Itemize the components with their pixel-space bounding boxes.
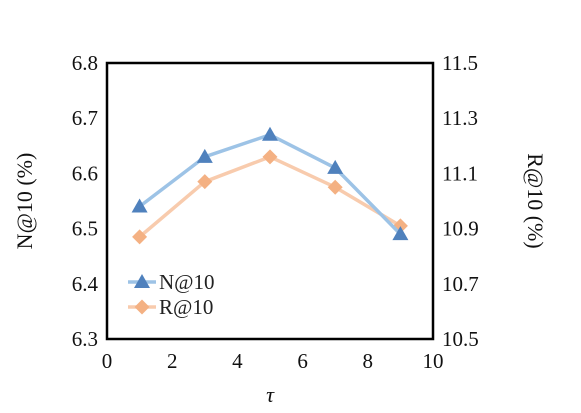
- y-right-tick-label: 10.9: [442, 217, 479, 241]
- y-right-tick-label: 11.1: [442, 161, 478, 185]
- y-right-tick-label: 10.7: [442, 272, 479, 296]
- legend: N@10R@10: [128, 270, 215, 319]
- y-axis-right-title: R@10 (%): [523, 153, 548, 248]
- x-tick-label: 8: [363, 349, 374, 373]
- x-axis-title: τ: [266, 382, 275, 407]
- data-point-r-10: [197, 174, 213, 190]
- series-layer: [131, 126, 409, 245]
- legend-label-r-10: R@10: [159, 295, 213, 319]
- data-point-n-10: [262, 126, 278, 141]
- y-left-tick-label: 6.8: [72, 51, 98, 75]
- x-tick-label: 4: [232, 349, 243, 373]
- data-point-n-10: [131, 198, 148, 213]
- y-left-tick-label: 6.5: [72, 217, 98, 241]
- data-point-n-10: [392, 226, 409, 241]
- data-point-n-10: [196, 148, 213, 163]
- x-tick-label: 10: [423, 349, 444, 373]
- y-axis-left-title: N@10 (%): [12, 153, 37, 250]
- x-tick-label: 2: [167, 349, 178, 373]
- y-left-tick-label: 6.4: [72, 272, 99, 296]
- ticks-layer: 0 2 4 6 8 10 6.3 6.4 6.5 6.6 6.7 6.8 10.5 10.7 10.9 11.…: [72, 51, 479, 373]
- data-point-r-10: [132, 229, 148, 245]
- y-right-tick-label: 11.5: [442, 51, 478, 75]
- y-right-tick-label: 10.5: [442, 327, 479, 351]
- plot-frame: [105, 61, 435, 341]
- legend-label-n-10: N@10: [159, 270, 215, 294]
- legend-marker-r-10: [134, 299, 150, 315]
- y-left-tick-label: 6.3: [72, 327, 98, 351]
- data-point-r-10: [262, 149, 278, 165]
- data-point-n-10: [327, 159, 344, 174]
- x-tick-label: 6: [297, 349, 308, 373]
- x-tick-label: 0: [102, 349, 113, 373]
- legend-marker-n-10: [134, 274, 150, 288]
- y-right-tick-label: 11.3: [442, 106, 478, 130]
- y-left-tick-label: 6.6: [72, 161, 98, 185]
- data-point-r-10: [327, 179, 343, 195]
- y-left-tick-label: 6.7: [72, 106, 98, 130]
